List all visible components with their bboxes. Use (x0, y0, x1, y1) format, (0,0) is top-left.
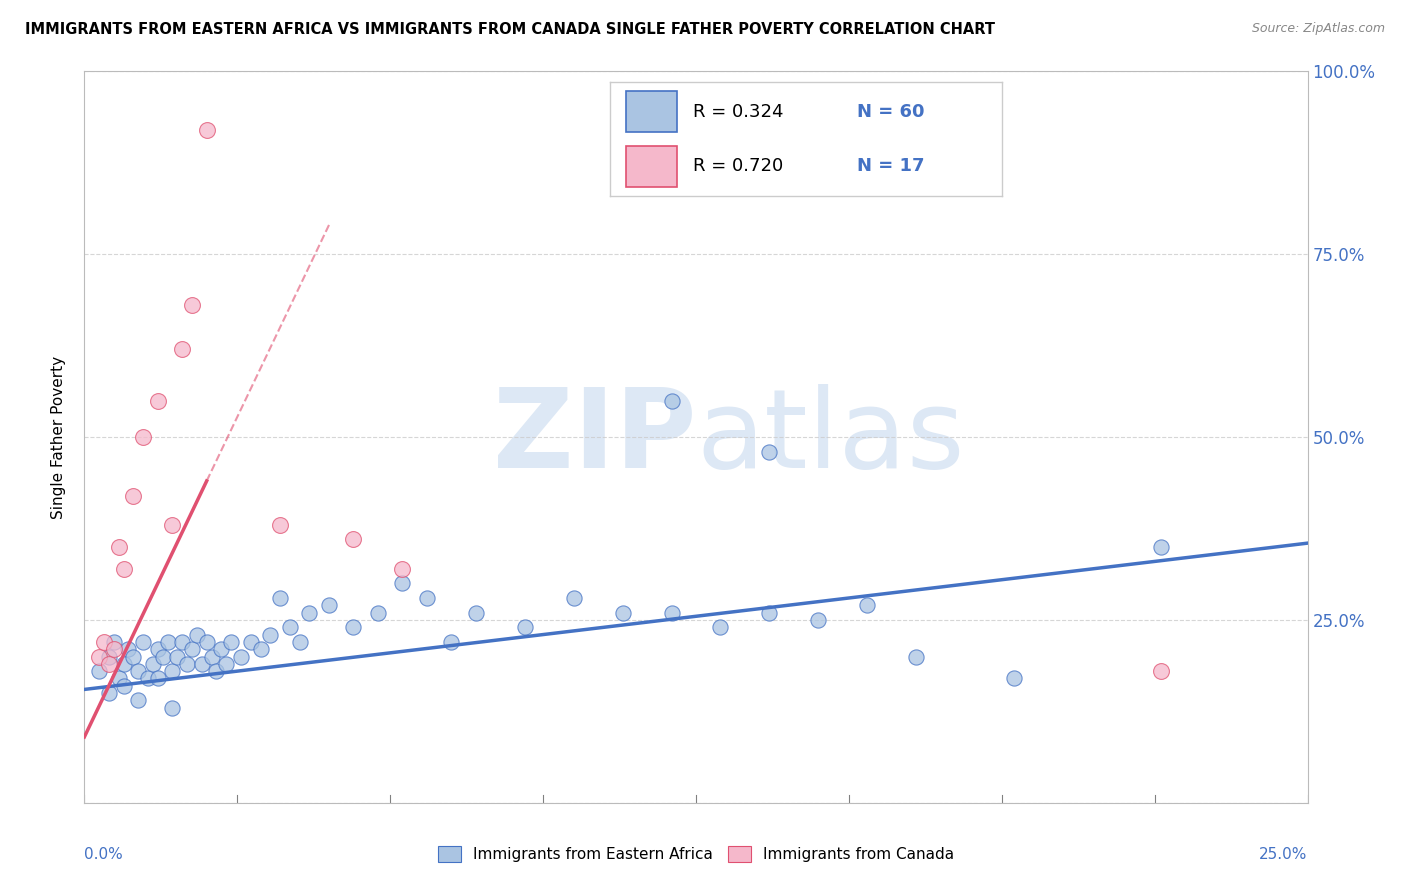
Point (269, 517, 291, 532)
Point (758, 444, 780, 458)
Point (172, 635, 194, 649)
Point (122, 649, 145, 664)
Point (249, 642, 271, 657)
Point (142, 657, 165, 671)
Point (107, 672, 129, 686)
Point (127, 664, 149, 678)
Point (562, 591, 585, 605)
Text: 0.0%: 0.0% (84, 847, 124, 862)
Legend: Immigrants from Eastern Africa, Immigrants from Canada: Immigrants from Eastern Africa, Immigran… (432, 840, 960, 868)
Point (209, 642, 232, 657)
Text: IMMIGRANTS FROM EASTERN AFRICA VS IMMIGRANTS FROM CANADA SINGLE FATHER POVERTY C: IMMIGRANTS FROM EASTERN AFRICA VS IMMIGR… (25, 22, 995, 37)
Point (162, 517, 184, 532)
Point (127, 693, 149, 707)
Point (112, 562, 135, 576)
Point (186, 627, 208, 641)
Point (259, 627, 281, 641)
Point (440, 635, 463, 649)
Point (146, 672, 169, 686)
Text: 25.0%: 25.0% (1260, 847, 1308, 862)
Point (318, 599, 340, 613)
Point (181, 642, 204, 657)
Point (97, 657, 120, 671)
Point (112, 679, 135, 693)
Point (416, 591, 439, 605)
Point (239, 635, 262, 649)
Point (195, 635, 218, 649)
Point (156, 635, 179, 649)
Point (367, 606, 389, 620)
Text: atlas: atlas (696, 384, 965, 491)
Point (107, 540, 129, 554)
Point (195, 123, 218, 137)
Point (162, 700, 184, 714)
Point (87, 664, 110, 678)
Point (905, 649, 928, 664)
Point (288, 635, 311, 649)
Point (122, 489, 145, 503)
Point (661, 606, 683, 620)
Point (612, 606, 634, 620)
Point (93, 635, 115, 649)
Point (342, 620, 364, 634)
Point (103, 642, 125, 657)
Point (758, 606, 780, 620)
Point (807, 613, 830, 627)
Point (146, 393, 169, 408)
Point (162, 664, 184, 678)
Point (464, 606, 486, 620)
Point (132, 430, 155, 444)
Point (219, 635, 242, 649)
Point (709, 620, 731, 634)
Point (269, 591, 291, 605)
Point (215, 657, 238, 671)
Point (278, 620, 301, 634)
Point (229, 649, 252, 664)
Point (172, 343, 194, 357)
Point (200, 649, 222, 664)
Point (661, 393, 683, 408)
Point (1150, 540, 1173, 554)
Point (97, 686, 120, 700)
Point (191, 657, 214, 671)
Point (513, 620, 536, 634)
Point (181, 298, 204, 312)
Point (146, 642, 169, 657)
Point (136, 672, 159, 686)
Point (176, 657, 198, 671)
Y-axis label: Single Father Poverty: Single Father Poverty (51, 356, 66, 518)
Point (166, 649, 188, 664)
Point (342, 533, 364, 547)
Point (97, 649, 120, 664)
Point (117, 642, 139, 657)
Text: ZIP: ZIP (492, 384, 696, 491)
Text: Source: ZipAtlas.com: Source: ZipAtlas.com (1251, 22, 1385, 36)
Point (856, 599, 879, 613)
Point (87, 649, 110, 664)
Point (1150, 664, 1173, 678)
Point (132, 635, 155, 649)
Point (391, 562, 413, 576)
Point (1002, 672, 1025, 686)
Point (391, 576, 413, 591)
Point (205, 664, 228, 678)
Point (112, 657, 135, 671)
Point (152, 649, 174, 664)
Point (103, 635, 125, 649)
Point (298, 606, 321, 620)
